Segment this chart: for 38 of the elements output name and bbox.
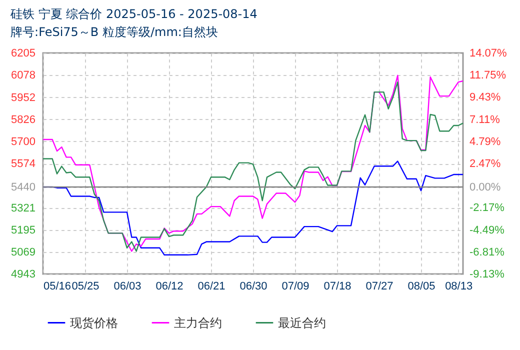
y-tick-label: 5069 (11, 246, 36, 258)
x-tick-label: 06/30 (240, 280, 268, 292)
y2-tick-label: 14.07% (470, 48, 508, 60)
x-tick-label: 06/21 (198, 280, 226, 292)
legend-label: 主力合约 (174, 316, 222, 330)
x-tick-label: 06/12 (156, 280, 184, 292)
legend-label: 现货价格 (70, 316, 118, 330)
y2-tick-label: 0.00% (470, 182, 501, 194)
y-tick-label: 5574 (11, 158, 36, 170)
y-tick-label: 5195 (11, 224, 36, 236)
y2-tick-label: 2.47% (470, 158, 501, 170)
y2-tick-label: -4.49% (470, 224, 505, 236)
y-tick-label: 5952 (11, 92, 36, 104)
y-tick-label: 5440 (11, 181, 36, 194)
y-tick-label: 4943 (11, 268, 36, 280)
y-tick-label: 5826 (11, 114, 36, 126)
x-tick-label: 08/13 (445, 280, 473, 292)
y-tick-label: 6205 (11, 48, 36, 60)
x-tick-label: 07/18 (324, 280, 352, 292)
x-tick-label: 07/09 (282, 280, 310, 292)
y-tick-label: 5700 (11, 136, 36, 148)
y-tick-label: 5321 (11, 202, 36, 214)
y2-tick-label: -6.81% (470, 246, 505, 258)
y-tick-label: 6078 (11, 70, 36, 82)
x-tick-label: 07/27 (366, 280, 394, 292)
x-tick-label: 05/25 (72, 280, 100, 292)
x-tick-label: 06/03 (114, 280, 142, 292)
legend-label: 最近合约 (278, 316, 326, 330)
chart-title: 硅铁 宁夏 综合价 2025-05-16 - 2025-08-14 (10, 7, 258, 21)
y2-tick-label: 9.43% (470, 92, 501, 104)
x-tick-label: 08/05 (408, 280, 436, 292)
chart-subtitle: 牌号:FeSi75～B 粒度等级/mm:自然块 (10, 25, 218, 39)
y2-tick-label: 4.79% (470, 136, 501, 148)
x-tick-label: 05/16 (44, 280, 72, 292)
y2-tick-label: -9.13% (470, 268, 505, 280)
y2-tick-label: 7.11% (470, 114, 500, 126)
y2-tick-label: -2.17% (470, 202, 505, 214)
y2-tick-label: 11.75% (470, 70, 506, 82)
